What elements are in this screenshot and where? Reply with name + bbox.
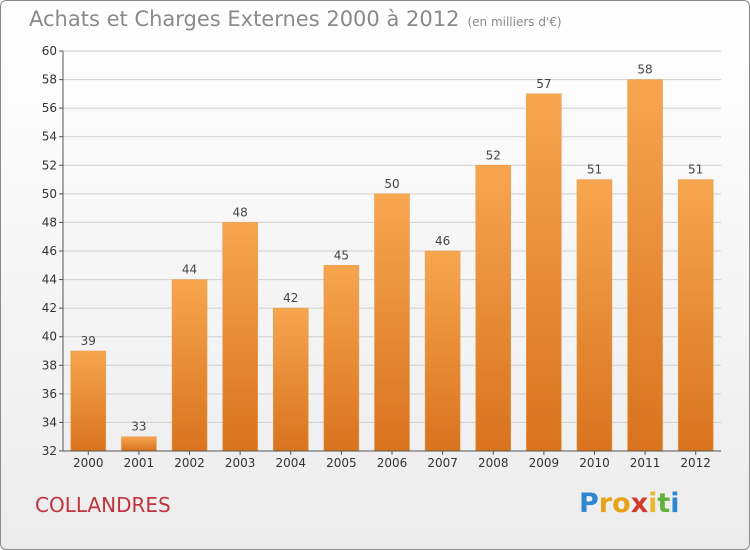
- data-label: 45: [334, 248, 349, 262]
- bar: [171, 279, 208, 452]
- y-tick-label: 46: [42, 244, 57, 258]
- logo-letter: t: [657, 488, 671, 519]
- x-tick-label: 2010: [579, 456, 610, 470]
- y-tick-label: 50: [42, 187, 57, 201]
- logo-letter: o: [612, 488, 631, 519]
- y-tick-label: 58: [42, 73, 57, 87]
- y-tick-label: 54: [42, 130, 57, 144]
- bar: [627, 79, 663, 452]
- bar: [374, 193, 410, 452]
- y-tick-label: 36: [42, 387, 57, 401]
- bar: [576, 179, 613, 452]
- x-tick-label: 2001: [124, 456, 155, 470]
- x-tick-label: 2012: [680, 456, 711, 470]
- bar: [475, 165, 511, 452]
- x-tick-label: 2000: [73, 456, 104, 470]
- bar: [424, 250, 461, 452]
- logo-letter: i: [648, 488, 658, 519]
- logo-letter: i: [670, 488, 680, 519]
- y-tick-label: 42: [42, 301, 57, 315]
- logo-letter: P: [579, 488, 599, 519]
- data-label: 48: [233, 205, 248, 219]
- y-tick-label: 32: [42, 444, 57, 458]
- data-labels: 39 33 44 48 42 45 50 46 52 57 51 58 51: [81, 63, 704, 434]
- bar: [121, 436, 157, 452]
- data-label: 57: [536, 77, 551, 91]
- x-tick-label: 2002: [174, 456, 205, 470]
- chart-title: Achats et Charges Externes 2000 à 2012 (e…: [29, 7, 562, 31]
- bar: [323, 265, 360, 452]
- x-tick-label: 2006: [377, 456, 408, 470]
- x-tick-label: 2007: [427, 456, 458, 470]
- x-tick-label: 2008: [478, 456, 509, 470]
- bar: [677, 179, 714, 452]
- logo-letter: r: [598, 488, 613, 519]
- data-label: 44: [182, 263, 197, 277]
- data-label: 39: [81, 334, 96, 348]
- x-tick-label: 2004: [275, 456, 306, 470]
- y-tick-label: 56: [42, 101, 57, 115]
- data-label: 50: [384, 177, 399, 191]
- data-label: 51: [688, 163, 703, 177]
- y-tick-label: 44: [42, 273, 57, 287]
- x-tick-label: 2003: [225, 456, 256, 470]
- data-label: 33: [131, 420, 146, 434]
- bar: [526, 93, 562, 452]
- bar: [273, 307, 309, 452]
- y-tick-label: 60: [42, 44, 57, 58]
- y-tick-label: 52: [42, 158, 57, 172]
- y-tick-label: 40: [42, 330, 57, 344]
- data-label: 58: [637, 63, 652, 77]
- axes: 32 34 36 38 40 42 44 46 48 50 52 54 56 58 60 2000 2001 20…: [42, 44, 721, 470]
- bar: [70, 350, 107, 452]
- chart-subtitle: (en milliers d'€): [467, 15, 562, 29]
- y-tick-label: 34: [42, 415, 57, 429]
- x-tick-label: 2011: [630, 456, 661, 470]
- data-label: 52: [486, 148, 501, 162]
- x-tick-label: 2005: [326, 456, 357, 470]
- y-tick-label: 48: [42, 215, 57, 229]
- bar: [222, 222, 258, 452]
- title-text: Achats et Charges Externes 2000 à 2012: [29, 7, 460, 31]
- logo-letter: x: [630, 488, 649, 519]
- data-label: 46: [435, 234, 450, 248]
- place-name: COLLANDRES: [35, 493, 171, 517]
- proxiti-logo[interactable]: Proxiti: [579, 488, 680, 519]
- y-tick-label: 38: [42, 358, 57, 372]
- bars: [70, 79, 714, 452]
- x-tick-label: 2009: [529, 456, 560, 470]
- data-label: 42: [283, 291, 298, 305]
- data-label: 51: [587, 163, 602, 177]
